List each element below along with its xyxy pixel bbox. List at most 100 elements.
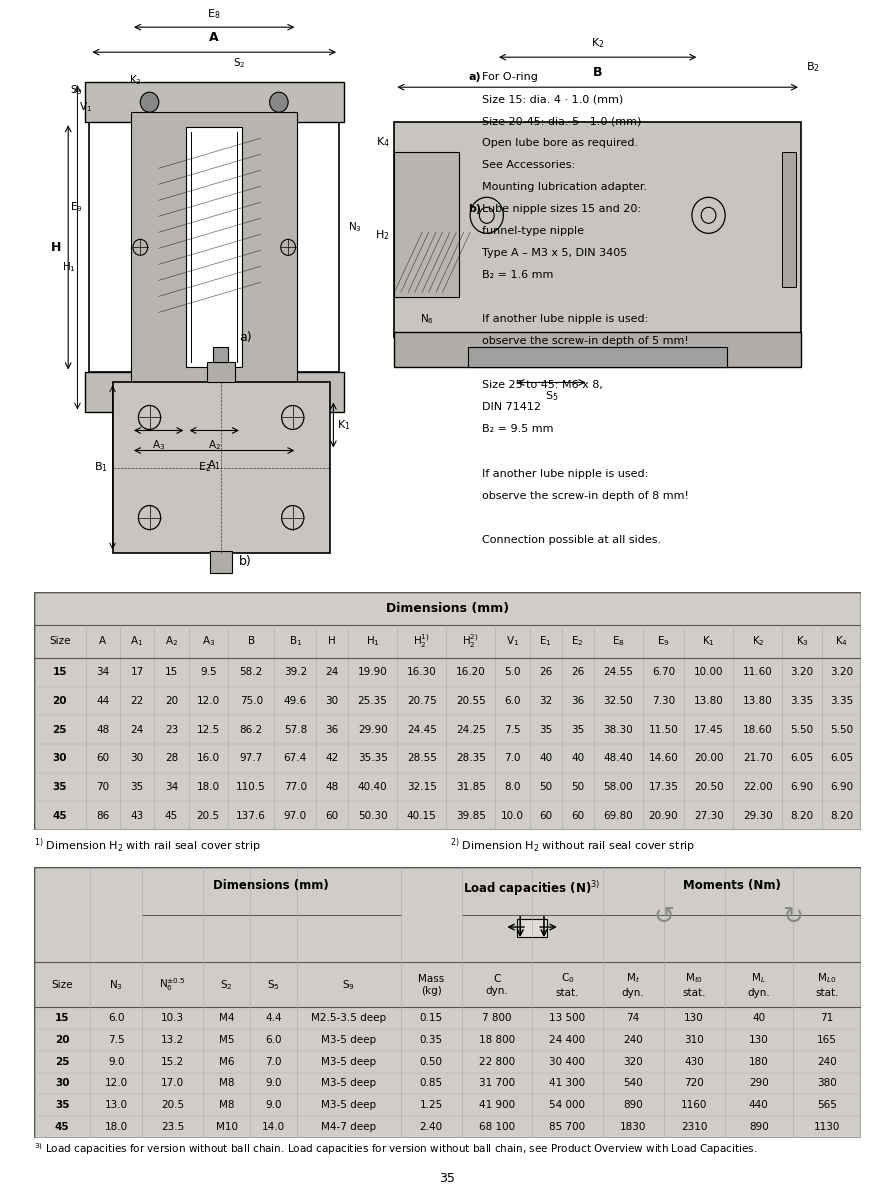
Text: 24: 24 bbox=[131, 724, 144, 735]
Text: 35: 35 bbox=[55, 1100, 70, 1111]
Text: 48: 48 bbox=[96, 724, 109, 735]
Text: 1130: 1130 bbox=[813, 1122, 839, 1132]
Text: M4-7 deep: M4-7 deep bbox=[321, 1122, 376, 1132]
Text: 16.20: 16.20 bbox=[455, 667, 485, 678]
Text: N$_6^{\pm0.5}$: N$_6^{\pm0.5}$ bbox=[159, 976, 186, 993]
Text: 9.0: 9.0 bbox=[266, 1100, 282, 1111]
Text: 17: 17 bbox=[131, 667, 144, 678]
Text: 165: 165 bbox=[816, 1034, 836, 1045]
Text: 16.0: 16.0 bbox=[197, 754, 220, 763]
Text: 44: 44 bbox=[96, 696, 109, 706]
Text: 40.40: 40.40 bbox=[358, 782, 387, 792]
Text: 21.70: 21.70 bbox=[742, 754, 772, 763]
Circle shape bbox=[269, 93, 288, 112]
Text: A: A bbox=[209, 31, 219, 44]
Bar bbox=[131, 112, 297, 383]
Text: 24.45: 24.45 bbox=[407, 724, 436, 735]
Text: 86.2: 86.2 bbox=[240, 724, 263, 735]
Text: 71: 71 bbox=[820, 1013, 832, 1024]
Text: E$_1$: E$_1$ bbox=[539, 635, 552, 648]
Text: A$_3$: A$_3$ bbox=[201, 635, 215, 648]
Text: Size 20-45: dia. 5 · 1.0 (mm): Size 20-45: dia. 5 · 1.0 (mm) bbox=[482, 117, 641, 126]
Text: M$_t$
dyn.: M$_t$ dyn. bbox=[621, 971, 644, 998]
Text: Dimensions (mm): Dimensions (mm) bbox=[213, 879, 329, 892]
Text: 54 000: 54 000 bbox=[549, 1100, 585, 1111]
Bar bbox=[34, 801, 860, 830]
Text: 13.80: 13.80 bbox=[693, 696, 723, 706]
Text: 17.35: 17.35 bbox=[648, 782, 678, 792]
Text: 24: 24 bbox=[325, 667, 339, 678]
Text: 58.2: 58.2 bbox=[240, 667, 263, 678]
Text: B$_2$: B$_2$ bbox=[805, 61, 819, 74]
Text: 70: 70 bbox=[96, 782, 109, 792]
Text: M2.5-3.5 deep: M2.5-3.5 deep bbox=[311, 1013, 386, 1024]
Text: 22 800: 22 800 bbox=[478, 1057, 514, 1067]
Text: 3.20: 3.20 bbox=[829, 667, 852, 678]
Text: 130: 130 bbox=[748, 1034, 768, 1045]
Text: 58.00: 58.00 bbox=[603, 782, 632, 792]
Text: 45: 45 bbox=[53, 811, 67, 820]
Text: 69.80: 69.80 bbox=[603, 811, 632, 820]
Text: 9.5: 9.5 bbox=[199, 667, 216, 678]
Text: 320: 320 bbox=[622, 1057, 642, 1067]
Text: N$_3$: N$_3$ bbox=[109, 977, 123, 992]
Text: 10.0: 10.0 bbox=[501, 811, 524, 820]
Text: M8: M8 bbox=[219, 1078, 234, 1088]
Text: 0.50: 0.50 bbox=[419, 1057, 442, 1067]
Text: 49.6: 49.6 bbox=[283, 696, 307, 706]
Text: 27.30: 27.30 bbox=[693, 811, 723, 820]
Text: 7 800: 7 800 bbox=[482, 1013, 511, 1024]
Text: 6.70: 6.70 bbox=[651, 667, 674, 678]
Text: A$_1$: A$_1$ bbox=[207, 459, 221, 472]
Text: 25: 25 bbox=[53, 724, 67, 735]
Text: M4: M4 bbox=[219, 1013, 234, 1024]
Text: M$_{t0}$
stat.: M$_{t0}$ stat. bbox=[681, 971, 705, 998]
Text: a): a) bbox=[468, 73, 480, 82]
Text: 720: 720 bbox=[684, 1078, 704, 1088]
Text: 30 400: 30 400 bbox=[549, 1057, 585, 1067]
Bar bbox=[213, 347, 228, 363]
Text: 26: 26 bbox=[538, 667, 552, 678]
Text: DIN 71412: DIN 71412 bbox=[482, 402, 541, 413]
Text: observe the screw-in depth of 8 mm!: observe the screw-in depth of 8 mm! bbox=[482, 491, 688, 501]
Text: E$_8$: E$_8$ bbox=[611, 635, 624, 648]
Text: K$_1$: K$_1$ bbox=[337, 419, 350, 432]
Text: 50.30: 50.30 bbox=[358, 811, 387, 820]
Text: 32.50: 32.50 bbox=[603, 696, 632, 706]
Text: E$_9$: E$_9$ bbox=[70, 201, 83, 214]
Text: 31.85: 31.85 bbox=[455, 782, 485, 792]
Text: ↻: ↻ bbox=[781, 905, 803, 929]
Text: 30: 30 bbox=[53, 754, 67, 763]
Circle shape bbox=[140, 93, 158, 112]
Text: E$_1$: E$_1$ bbox=[214, 596, 227, 610]
Text: 7.30: 7.30 bbox=[651, 696, 674, 706]
Text: 45: 45 bbox=[164, 811, 178, 820]
Text: 6.0: 6.0 bbox=[266, 1034, 282, 1045]
Text: A: A bbox=[99, 636, 106, 647]
Text: 20.50: 20.50 bbox=[693, 782, 723, 792]
Text: A$_2$: A$_2$ bbox=[207, 439, 221, 452]
Text: 540: 540 bbox=[622, 1078, 642, 1088]
Text: 25: 25 bbox=[55, 1057, 70, 1067]
Text: 77.0: 77.0 bbox=[283, 782, 307, 792]
Bar bbox=[209, 551, 232, 573]
Text: 8.20: 8.20 bbox=[829, 811, 852, 820]
Text: 890: 890 bbox=[748, 1122, 768, 1132]
Text: 34: 34 bbox=[164, 782, 178, 792]
Text: K$_1$: K$_1$ bbox=[702, 635, 714, 648]
Bar bbox=[85, 82, 343, 122]
Text: 60: 60 bbox=[96, 754, 109, 763]
Text: If another lube nipple is used:: If another lube nipple is used: bbox=[482, 314, 647, 325]
Text: 48: 48 bbox=[325, 782, 339, 792]
Text: Lube nipple sizes 15 and 20:: Lube nipple sizes 15 and 20: bbox=[482, 205, 640, 214]
Text: B₂ = 1.6 mm: B₂ = 1.6 mm bbox=[482, 270, 552, 281]
Text: 6.0: 6.0 bbox=[503, 696, 520, 706]
Bar bbox=[468, 347, 726, 367]
Text: S$_2$: S$_2$ bbox=[220, 977, 232, 992]
Text: 20.55: 20.55 bbox=[455, 696, 485, 706]
Text: 32.15: 32.15 bbox=[407, 782, 436, 792]
Text: 6.05: 6.05 bbox=[789, 754, 813, 763]
Text: M10: M10 bbox=[215, 1122, 238, 1132]
Bar bbox=[89, 122, 339, 372]
Text: 5.50: 5.50 bbox=[789, 724, 813, 735]
